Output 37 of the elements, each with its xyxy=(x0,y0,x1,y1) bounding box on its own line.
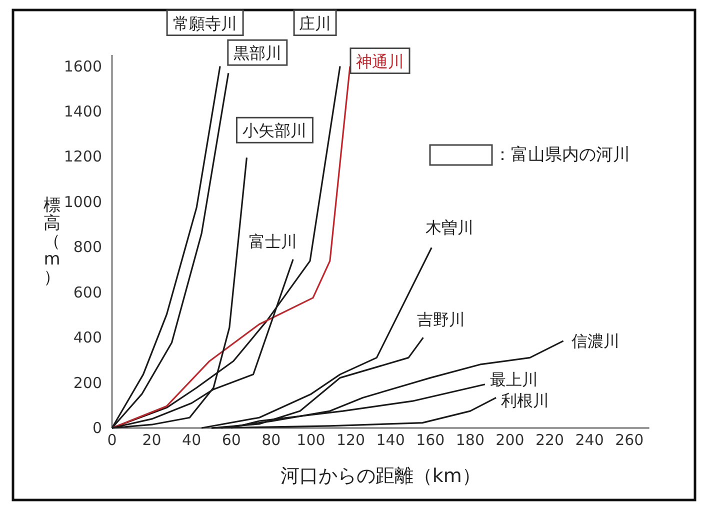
x-tick-label: 260 xyxy=(615,431,644,449)
series-label: 信濃川 xyxy=(571,331,620,350)
series-label: 小矢部川 xyxy=(242,121,307,140)
x-tick-label: 20 xyxy=(142,431,162,449)
x-tick-label: 240 xyxy=(575,431,604,449)
y-tick-label: 1000 xyxy=(64,192,102,211)
series-label: 黒部川 xyxy=(233,44,282,63)
x-tick-label: 100 xyxy=(296,431,326,449)
x-axis-title: 河口からの距離（km） xyxy=(280,465,481,487)
series-label: 木曽川 xyxy=(426,218,474,238)
x-tick-label: 40 xyxy=(182,431,202,449)
series-label: 富士川 xyxy=(249,232,298,251)
y-tick-label: 0 xyxy=(92,419,102,437)
x-tick-label: 0 xyxy=(107,431,117,449)
x-tick-label: 180 xyxy=(456,431,485,449)
text: 庄川 xyxy=(299,14,332,33)
y-axis-title: 標高（m） xyxy=(44,196,60,288)
y-tick-label: 200 xyxy=(73,374,102,392)
x-tick-label: 140 xyxy=(376,431,405,449)
x-tick-label: 60 xyxy=(222,431,241,449)
y-tick-label: 400 xyxy=(73,328,102,347)
annotation: ：富山県内の河川 xyxy=(494,145,630,165)
y-tick-label: 800 xyxy=(73,238,102,256)
y-tick-label: 600 xyxy=(73,283,102,302)
series-label: 吉野川 xyxy=(417,310,466,330)
x-tick-label: 80 xyxy=(262,431,281,449)
series-label: 利根川 xyxy=(501,391,550,410)
x-tick-label: 120 xyxy=(336,431,366,449)
x-tick-label: 200 xyxy=(496,431,524,449)
x-tick-label: 160 xyxy=(416,431,445,449)
text: 常願寺川 xyxy=(173,14,238,33)
series-label: 最上川 xyxy=(490,370,538,389)
y-tick-label: 1200 xyxy=(64,148,102,166)
y-tick-label: 1600 xyxy=(64,57,102,76)
series-label: 神通川 xyxy=(356,52,404,71)
y-tick-label: 1400 xyxy=(64,102,102,121)
x-tick-label: 220 xyxy=(535,431,564,449)
